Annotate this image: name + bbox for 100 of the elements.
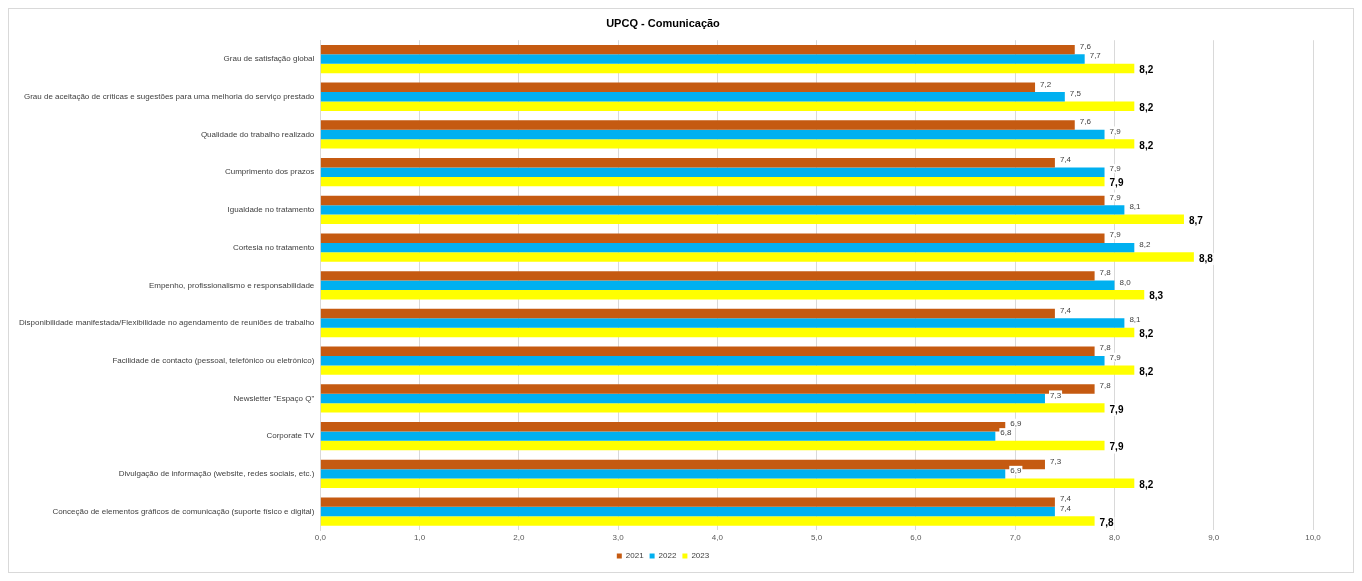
bar (320, 327, 1135, 338)
bar (320, 129, 1105, 140)
bar (320, 252, 1194, 262)
y-tick-label: Igualdade no tratamento (227, 205, 315, 215)
data-label: 7,9 (1109, 192, 1122, 202)
data-label: 8,2 (1139, 139, 1154, 151)
data-label: 7,9 (1109, 230, 1122, 240)
bar (320, 440, 1105, 451)
legend-label: 2022 (658, 551, 677, 561)
y-tick-label: Cumprimento dos prazos (224, 167, 315, 177)
bar (320, 214, 1184, 225)
data-label: 7,8 (1099, 516, 1114, 528)
data-label: 7,8 (1099, 381, 1112, 391)
bar (320, 506, 1055, 517)
x-tick-label: 1,0 (414, 533, 426, 543)
legend-label: 2023 (691, 551, 710, 561)
bar (320, 478, 1135, 488)
legend-label: 2021 (625, 551, 645, 561)
x-tick-label: 9,0 (1208, 533, 1220, 543)
x-tick-label: 6,0 (910, 533, 923, 543)
bar (320, 195, 1105, 206)
bar (320, 308, 1055, 319)
y-tick-label: Qualidade do trabalho realizado (200, 129, 315, 139)
x-tick-label: 2,0 (513, 533, 525, 543)
x-tick-label: 10,0 (1305, 533, 1322, 543)
data-label: 7,4 (1059, 503, 1072, 513)
data-label: 8,2 (1139, 328, 1154, 340)
y-tick-label: Grau de satisfação global (223, 54, 315, 64)
data-label: 7,9 (1109, 177, 1124, 189)
y-tick-label: Corporate TV (266, 431, 315, 441)
data-label: 7,9 (1109, 441, 1124, 453)
y-tick-label: Conceção de elementos gráficos de comunicação (suporte físico e digital) (52, 506, 315, 516)
bar (320, 403, 1105, 413)
bar (320, 365, 1135, 375)
data-label: 8,2 (1139, 64, 1154, 76)
data-label: 7,9 (1109, 403, 1124, 415)
data-label: 8,0 (1119, 277, 1132, 287)
x-tick-label: 3,0 (612, 533, 625, 543)
bar (320, 421, 1006, 432)
y-tick-label: Cortesia no tratamento (232, 242, 315, 252)
bar (320, 280, 1115, 291)
data-label: 6,9 (1010, 418, 1022, 428)
bar (320, 393, 1045, 404)
x-tick-label: 4,0 (711, 533, 724, 543)
bar (320, 356, 1105, 366)
bar (320, 176, 1105, 187)
bar (320, 92, 1065, 102)
data-label: 7,9 (1109, 126, 1122, 136)
bar (320, 63, 1135, 74)
data-label: 7,3 (1049, 390, 1062, 400)
data-label: 7,9 (1109, 164, 1122, 174)
bar (320, 431, 996, 441)
y-tick-label: Disponibilidade manifestada/Flexibilidade no agendamento de reuniões de trabalho (19, 318, 315, 328)
data-label: 7,8 (1099, 343, 1112, 353)
data-label: 8,8 (1198, 252, 1214, 264)
x-tick-label: 0,0 (314, 533, 327, 543)
y-tick-label: Grau de aceitação de críticas e sugestões para uma melhoria do serviço prestado (23, 91, 315, 101)
data-label: 8,7 (1188, 215, 1204, 227)
y-tick-label: Empenho, profissionalismo e responsabilidade (148, 280, 315, 290)
data-label: 8,2 (1139, 239, 1151, 249)
data-label: 6,9 (1010, 466, 1022, 476)
data-label: 8,1 (1129, 315, 1142, 325)
data-label: 7,8 (1099, 268, 1112, 278)
bar (320, 318, 1125, 328)
data-label: 7,7 (1089, 51, 1102, 61)
y-tick-label: Newsletter "Espaço Q" (233, 393, 315, 403)
data-label: 8,2 (1139, 365, 1154, 377)
data-label: 8,2 (1139, 101, 1154, 113)
data-label: 6,8 (1000, 428, 1013, 438)
bar (320, 242, 1135, 253)
bar (320, 167, 1105, 177)
bar (320, 516, 1095, 526)
data-label: 7,9 (1109, 352, 1122, 362)
bar (320, 469, 1006, 479)
y-tick-label: Facilidade de contacto (pessoal, telefónico ou eletrónico) (112, 355, 315, 365)
data-label: 8,2 (1139, 479, 1154, 491)
data-label: 7,5 (1069, 88, 1082, 98)
chart-title: UPCQ - Comunicação (606, 16, 721, 29)
bar (320, 346, 1095, 356)
data-label: 7,6 (1079, 117, 1092, 127)
bar (320, 120, 1075, 130)
bar (320, 290, 1145, 300)
data-label: 7,6 (1079, 41, 1092, 51)
x-tick-label: 5,0 (811, 533, 823, 543)
data-label: 7,3 (1049, 456, 1062, 466)
x-tick-label: 8,0 (1108, 533, 1121, 543)
bar (320, 233, 1105, 243)
data-label: 7,2 (1040, 79, 1052, 89)
y-tick-label: Divulgação de informação (website, redes sociais, etc.) (118, 469, 315, 479)
bar (320, 54, 1085, 64)
bar (320, 139, 1135, 149)
bar (320, 271, 1095, 281)
bar (320, 101, 1135, 111)
bar (320, 44, 1075, 55)
data-label: 7,4 (1059, 154, 1072, 164)
data-label: 8,3 (1149, 290, 1164, 302)
bar (320, 82, 1036, 93)
x-tick-label: 7,0 (1009, 533, 1022, 543)
data-label: 7,4 (1059, 305, 1072, 315)
bar (320, 205, 1125, 215)
